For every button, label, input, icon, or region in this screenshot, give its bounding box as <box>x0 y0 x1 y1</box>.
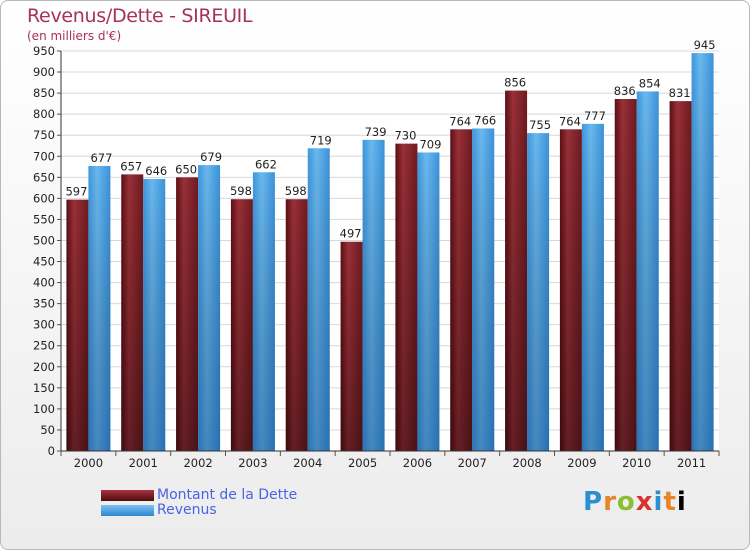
data-label-dette: 497 <box>340 227 362 241</box>
data-label-revenus: 646 <box>145 164 167 178</box>
proxiti-logo: Proxiti <box>583 487 687 517</box>
bar-dette-shade <box>669 101 692 452</box>
data-label-dette: 598 <box>285 184 307 198</box>
y-tick-label: 400 <box>33 276 55 290</box>
y-tick-label: 550 <box>33 212 55 226</box>
data-label-dette: 856 <box>504 76 526 90</box>
bar-dette-shade <box>176 177 199 451</box>
bar-revenus-shade <box>307 148 330 451</box>
bar-dette-shade <box>505 90 528 451</box>
bar-dette-shade <box>395 143 418 451</box>
legend-swatch-revenus <box>101 505 154 516</box>
x-tick-label: 2005 <box>348 456 377 470</box>
legend-label-revenus: Revenus <box>157 502 217 518</box>
x-tick-label: 2010 <box>622 456 651 470</box>
y-tick-label: 500 <box>33 233 55 247</box>
data-label-revenus: 854 <box>639 76 661 90</box>
bar-revenus-shade <box>198 165 221 451</box>
y-tick-label: 450 <box>33 255 55 269</box>
bar-revenus-shade <box>362 139 385 451</box>
y-tick-label: 900 <box>33 65 55 79</box>
data-label-revenus: 709 <box>419 137 441 151</box>
bar-dette-shade <box>121 174 144 452</box>
x-tick-label: 2009 <box>567 456 596 470</box>
x-tick-label: 2011 <box>677 456 706 470</box>
data-label-dette: 836 <box>614 84 636 98</box>
y-tick-label: 0 <box>48 444 55 458</box>
data-label-revenus: 945 <box>694 38 716 52</box>
y-tick-label: 350 <box>33 297 55 311</box>
legend-swatch-dette <box>101 490 154 501</box>
x-tick-label: 2006 <box>403 456 432 470</box>
bar-revenus-shade <box>581 123 604 451</box>
bar-revenus-shade <box>88 165 111 451</box>
chart-title: Revenus/Dette - SIREUIL <box>27 5 253 27</box>
y-tick-label: 600 <box>33 191 55 205</box>
data-label-dette: 657 <box>120 159 142 173</box>
data-label-revenus: 777 <box>584 109 606 123</box>
bar-dette-shade <box>285 199 308 451</box>
x-tick-label: 2007 <box>458 456 487 470</box>
data-label-dette: 597 <box>65 185 87 199</box>
bar-dette-shade <box>614 99 637 451</box>
x-tick-label: 2003 <box>238 456 267 470</box>
data-label-dette: 598 <box>230 184 252 198</box>
x-tick-label: 2008 <box>512 456 541 470</box>
bar-revenus-shade <box>691 53 714 452</box>
data-label-dette: 730 <box>394 129 416 143</box>
bar-revenus-shade <box>636 91 659 451</box>
data-label-revenus: 766 <box>474 113 496 127</box>
y-tick-label: 300 <box>33 318 55 332</box>
bar-revenus-shade <box>252 172 275 451</box>
y-tick-label: 750 <box>33 128 55 142</box>
data-label-dette: 831 <box>669 86 691 100</box>
data-label-revenus: 677 <box>90 151 112 165</box>
chart-subtitle: (en milliers d'€) <box>27 29 122 43</box>
x-tick-label: 2002 <box>183 456 212 470</box>
y-tick-label: 50 <box>40 423 55 437</box>
data-label-revenus: 755 <box>529 118 551 132</box>
data-label-dette: 650 <box>175 162 197 176</box>
bar-revenus-shade <box>527 133 550 451</box>
y-tick-label: 800 <box>33 107 55 121</box>
x-tick-label: 2000 <box>74 456 103 470</box>
y-tick-label: 250 <box>33 339 55 353</box>
data-label-revenus: 739 <box>365 125 387 139</box>
bar-revenus-shade <box>143 179 166 451</box>
bar-revenus-shade <box>472 128 495 451</box>
plot-area <box>61 51 719 451</box>
data-label-dette: 764 <box>559 114 581 128</box>
x-tick-label: 2004 <box>293 456 322 470</box>
y-tick-label: 150 <box>33 381 55 395</box>
x-tick-label: 2001 <box>129 456 158 470</box>
y-tick-label: 700 <box>33 149 55 163</box>
bar-dette-shade <box>66 199 89 451</box>
data-label-revenus: 662 <box>255 157 277 171</box>
bar-dette-shade <box>230 199 253 451</box>
bar-dette-shade <box>559 129 582 451</box>
bar-revenus-shade <box>417 152 440 451</box>
legend-label-dette: Montant de la Dette <box>157 487 298 503</box>
y-tick-label: 200 <box>33 360 55 374</box>
y-tick-label: 850 <box>33 86 55 100</box>
y-tick-label: 950 <box>33 44 55 58</box>
bar-dette-shade <box>340 241 363 451</box>
bar-dette-shade <box>450 129 473 451</box>
y-tick-label: 650 <box>33 170 55 184</box>
data-label-dette: 764 <box>449 114 471 128</box>
y-tick-label: 100 <box>33 402 55 416</box>
data-label-revenus: 719 <box>310 133 332 147</box>
data-label-revenus: 679 <box>200 150 222 164</box>
